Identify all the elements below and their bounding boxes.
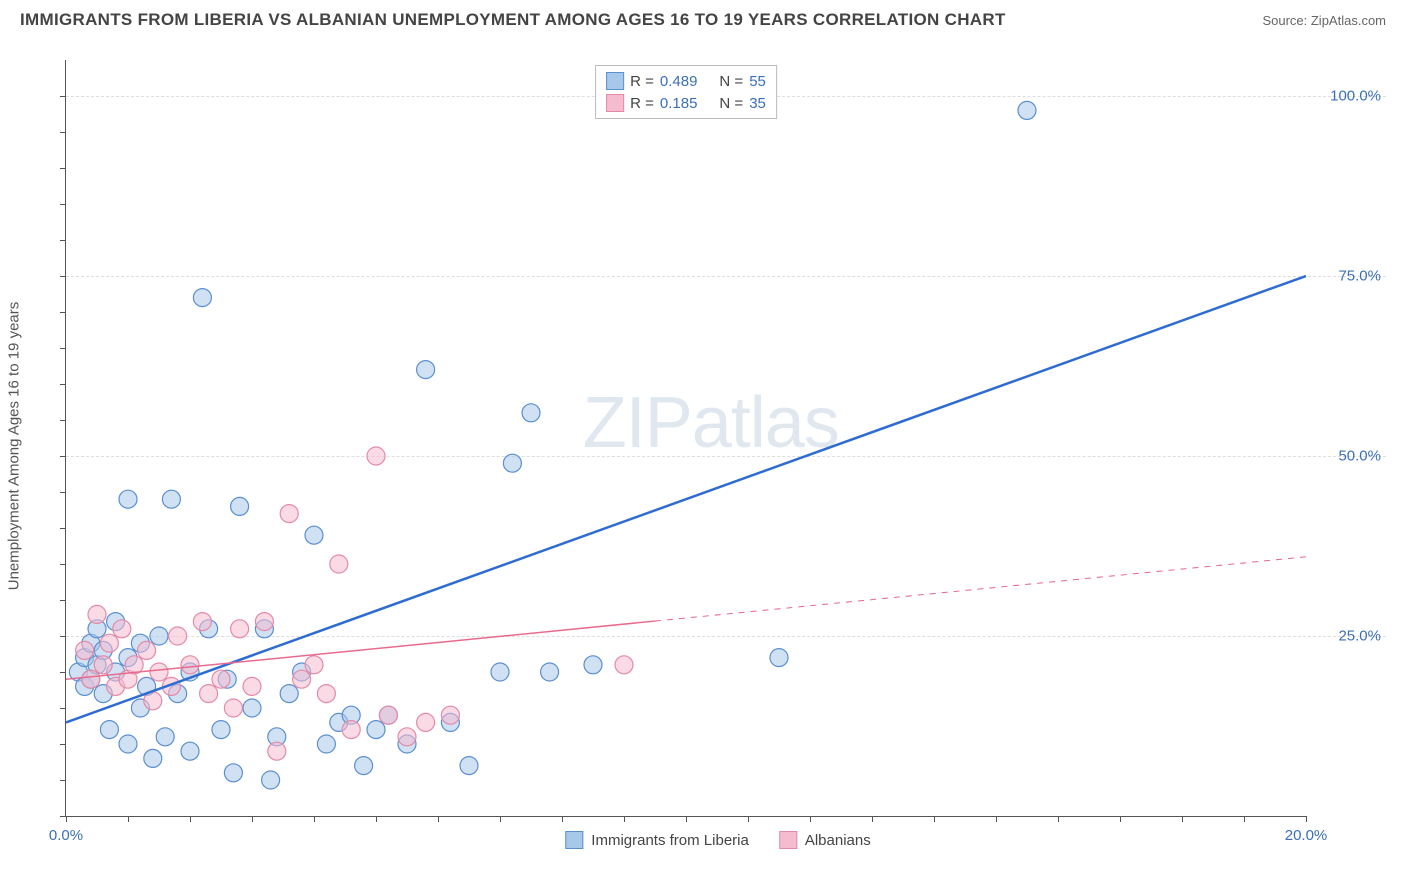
plot-area: ZIPatlas R = 0.489 N = 55 R = 0.185 N = … [65, 60, 1306, 817]
x-tick-label: 20.0% [1285, 827, 1328, 844]
legend-row-albanians: R = 0.185 N = 35 [606, 92, 766, 114]
legend-item-albanians: Albanians [779, 831, 871, 849]
n-value: 55 [749, 73, 766, 90]
source-attribution: Source: ZipAtlas.com [1262, 13, 1386, 28]
series-label: Immigrants from Liberia [591, 832, 749, 849]
n-label: N = [719, 73, 743, 90]
series-legend: Immigrants from Liberia Albanians [565, 831, 870, 849]
n-label: N = [719, 95, 743, 112]
swatch-icon [606, 94, 624, 112]
y-tick-label: 100.0% [1330, 88, 1381, 105]
r-value: 0.185 [660, 95, 698, 112]
series-label: Albanians [805, 832, 871, 849]
chart-container: ZIPatlas R = 0.489 N = 55 R = 0.185 N = … [50, 45, 1386, 857]
scatter-plot-svg [66, 60, 1306, 816]
chart-title: IMMIGRANTS FROM LIBERIA VS ALBANIAN UNEM… [20, 10, 1006, 30]
swatch-icon [779, 831, 797, 849]
swatch-icon [606, 72, 624, 90]
r-value: 0.489 [660, 73, 698, 90]
r-label: R = [630, 73, 654, 90]
y-tick-label: 25.0% [1338, 628, 1381, 645]
y-tick-label: 50.0% [1338, 448, 1381, 465]
x-tick-label: 0.0% [49, 827, 83, 844]
swatch-icon [565, 831, 583, 849]
r-label: R = [630, 95, 654, 112]
n-value: 35 [749, 95, 766, 112]
y-tick-label: 75.0% [1338, 268, 1381, 285]
y-axis-label: Unemployment Among Ages 16 to 19 years [6, 302, 23, 591]
correlation-legend: R = 0.489 N = 55 R = 0.185 N = 35 [595, 65, 777, 119]
legend-item-liberia: Immigrants from Liberia [565, 831, 749, 849]
legend-row-liberia: R = 0.489 N = 55 [606, 70, 766, 92]
